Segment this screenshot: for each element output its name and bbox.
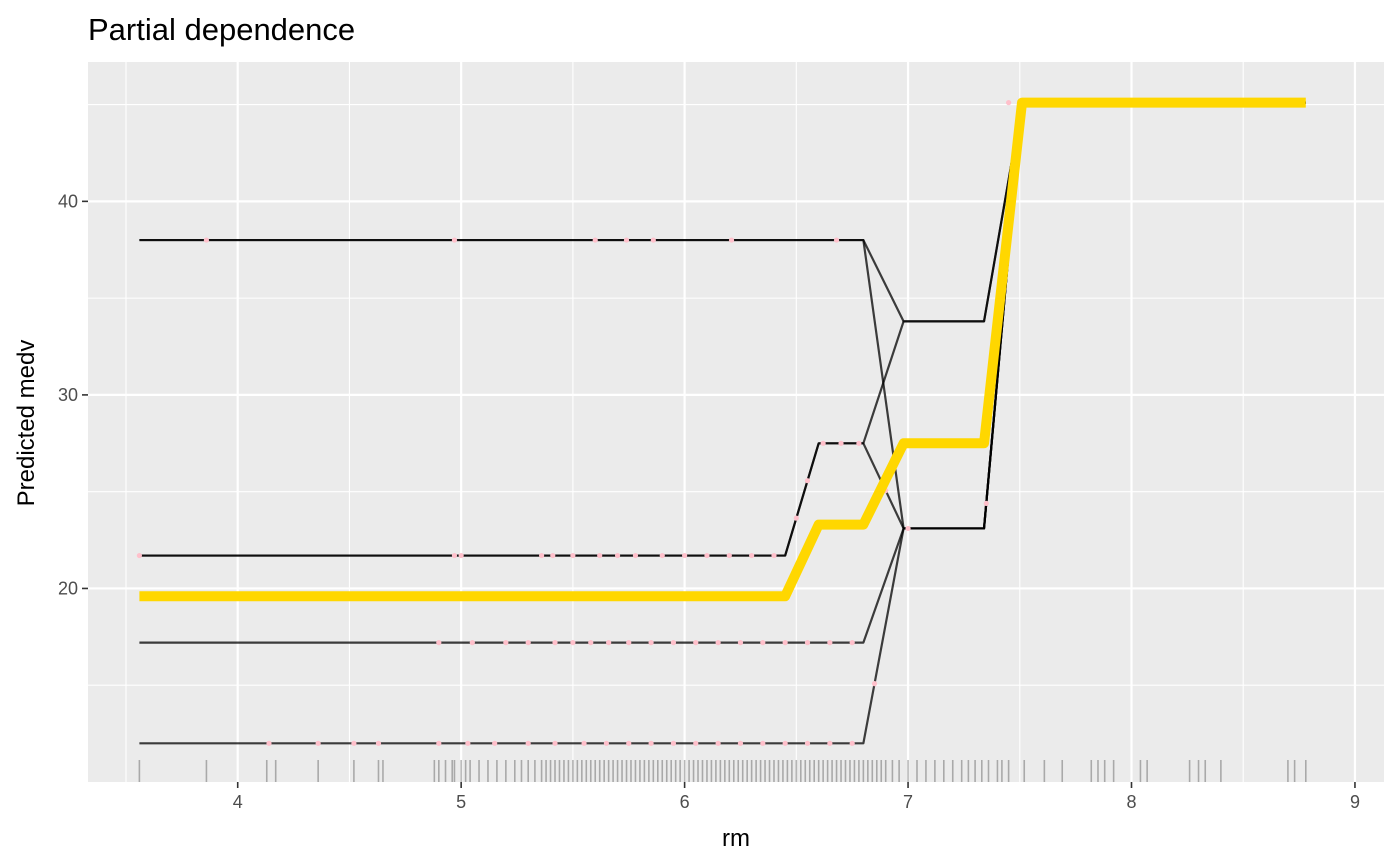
- ice-points: [136, 100, 1302, 746]
- ice-point: [503, 640, 509, 646]
- ice-point: [670, 740, 677, 746]
- ice-point: [704, 552, 710, 559]
- chart-title: Partial dependence: [88, 12, 355, 47]
- y-tick-label: 40: [58, 191, 78, 211]
- x-tick-label: 9: [1350, 792, 1360, 812]
- ice-point: [737, 740, 744, 746]
- ice-point: [581, 740, 587, 746]
- ice-point: [570, 552, 576, 559]
- x-tick-label: 7: [903, 792, 913, 812]
- ice-point: [375, 740, 382, 746]
- ice-point: [760, 640, 766, 646]
- ice-point: [465, 740, 471, 746]
- ice-point: [1006, 100, 1012, 106]
- ice-point: [458, 552, 464, 559]
- ice-point: [838, 440, 844, 446]
- ice-point: [827, 740, 833, 746]
- ice-point: [726, 552, 732, 559]
- ice-point: [136, 552, 142, 559]
- ice-point: [632, 552, 639, 559]
- ice-point: [436, 640, 442, 646]
- ice-point: [737, 640, 744, 646]
- ice-point: [833, 237, 840, 243]
- ice-point: [693, 640, 699, 646]
- ice-point: [749, 552, 755, 559]
- ice-point: [588, 640, 594, 646]
- ice-point: [715, 640, 721, 646]
- ice-point: [469, 640, 475, 646]
- ice-point: [827, 640, 833, 646]
- ice-point: [871, 681, 878, 687]
- ice-point: [351, 740, 357, 746]
- rug-marks: [138, 760, 1307, 782]
- ice-point: [849, 640, 855, 646]
- ice-point: [782, 740, 788, 746]
- y-tick-label: 20: [58, 578, 78, 598]
- ice-point: [315, 740, 321, 746]
- x-axis-title: rm: [722, 825, 750, 852]
- ice-point: [492, 740, 498, 746]
- y-axis-title: Predicted medv: [13, 340, 40, 507]
- ice-point: [856, 440, 862, 446]
- ice-point: [597, 552, 603, 559]
- ice-point: [592, 237, 598, 243]
- ice-point: [525, 740, 531, 746]
- x-tick-label: 4: [233, 792, 243, 812]
- ice-point: [693, 740, 699, 746]
- x-tick-label: 6: [680, 792, 690, 812]
- ice-point: [626, 640, 632, 646]
- ice-point: [659, 552, 665, 559]
- y-tick-label: 30: [58, 385, 78, 405]
- ice-point: [682, 552, 688, 559]
- gridlines: [88, 62, 1384, 782]
- ice-point: [804, 740, 811, 746]
- ice-point: [552, 640, 558, 646]
- ice-point: [525, 640, 531, 646]
- ice-point: [715, 740, 721, 746]
- ice-point: [771, 552, 777, 559]
- y-axis: 20 30 40: [58, 191, 88, 598]
- ice-point: [626, 740, 632, 746]
- ice-point: [905, 525, 911, 532]
- ice-point: [603, 740, 610, 746]
- ice-point: [760, 740, 766, 746]
- ice-point: [451, 237, 458, 243]
- x-axis: 4 5 6 7 8 9: [233, 782, 1360, 812]
- ice-point: [539, 552, 545, 559]
- pd-line: [139, 97, 1306, 602]
- plot-panel: [88, 62, 1384, 782]
- ice-point: [451, 552, 458, 559]
- ice-point: [614, 552, 621, 559]
- ice-point: [728, 237, 735, 243]
- ice-point: [203, 237, 210, 243]
- x-tick-label: 8: [1126, 792, 1136, 812]
- ice-point: [648, 640, 654, 646]
- ice-point: [552, 740, 558, 746]
- ice-point: [648, 740, 654, 746]
- ice-point: [606, 640, 612, 646]
- ice-point: [550, 552, 556, 559]
- ice-point: [804, 640, 811, 646]
- ice-point: [670, 640, 677, 646]
- x-tick-label: 5: [456, 792, 466, 812]
- ice-point: [782, 640, 788, 646]
- ice-point: [266, 740, 272, 746]
- ice-point: [436, 740, 442, 746]
- ice-point: [983, 500, 989, 507]
- ice-point: [820, 440, 826, 446]
- ice-point: [623, 237, 630, 243]
- ice-point: [570, 640, 576, 646]
- ice-point: [650, 237, 656, 243]
- pd-line-layer: [139, 97, 1306, 602]
- ice-point: [793, 515, 799, 521]
- ice-point: [804, 478, 811, 484]
- ice-point: [849, 740, 855, 746]
